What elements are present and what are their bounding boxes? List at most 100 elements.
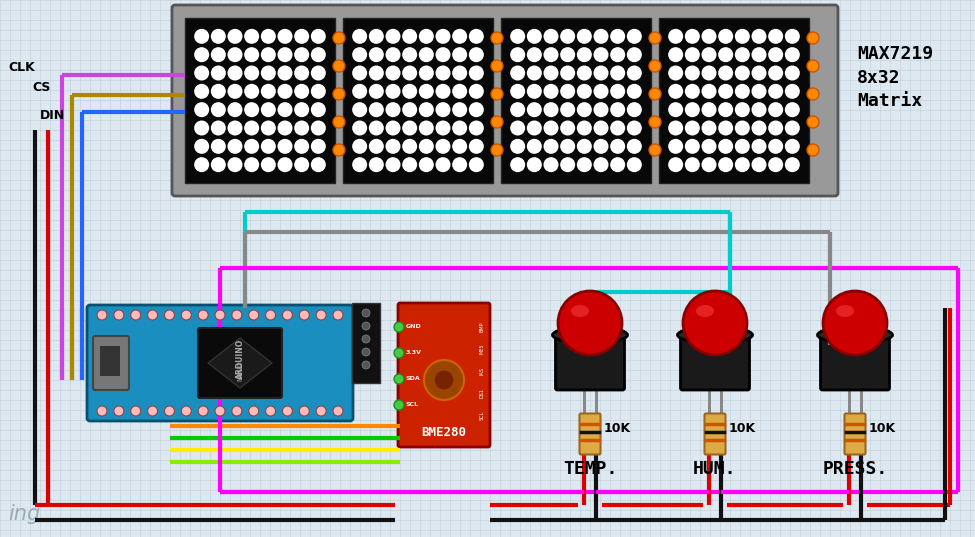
Circle shape: [510, 29, 526, 44]
Text: TEMP.: TEMP.: [563, 460, 617, 478]
Circle shape: [649, 116, 661, 128]
Circle shape: [211, 102, 226, 117]
Circle shape: [594, 47, 608, 62]
Circle shape: [577, 157, 592, 172]
FancyBboxPatch shape: [821, 331, 889, 390]
Circle shape: [311, 29, 326, 44]
Circle shape: [385, 102, 401, 117]
Circle shape: [244, 84, 259, 99]
Circle shape: [294, 47, 309, 62]
Circle shape: [333, 144, 345, 156]
Circle shape: [543, 102, 559, 117]
Circle shape: [452, 120, 467, 135]
Circle shape: [385, 29, 401, 44]
FancyBboxPatch shape: [87, 305, 353, 421]
Circle shape: [283, 406, 292, 416]
Circle shape: [261, 139, 276, 154]
Circle shape: [419, 120, 434, 135]
Circle shape: [577, 102, 592, 117]
Circle shape: [577, 84, 592, 99]
Circle shape: [294, 66, 309, 81]
Circle shape: [333, 88, 345, 100]
Circle shape: [294, 84, 309, 99]
Circle shape: [701, 66, 717, 81]
Circle shape: [278, 47, 292, 62]
Circle shape: [594, 102, 608, 117]
Circle shape: [701, 47, 717, 62]
Text: 10K: 10K: [869, 423, 896, 436]
Circle shape: [543, 120, 559, 135]
Circle shape: [244, 120, 259, 135]
Circle shape: [316, 406, 327, 416]
Circle shape: [510, 84, 526, 99]
Circle shape: [526, 66, 542, 81]
Circle shape: [526, 157, 542, 172]
Circle shape: [261, 29, 276, 44]
Circle shape: [394, 348, 404, 358]
Circle shape: [227, 102, 243, 117]
Circle shape: [823, 291, 887, 355]
Circle shape: [362, 309, 370, 317]
Circle shape: [436, 139, 450, 154]
Circle shape: [352, 139, 368, 154]
Circle shape: [701, 120, 717, 135]
Circle shape: [352, 120, 368, 135]
Circle shape: [402, 66, 417, 81]
Circle shape: [402, 84, 417, 99]
Circle shape: [362, 322, 370, 330]
Circle shape: [215, 310, 225, 320]
Circle shape: [627, 139, 642, 154]
Circle shape: [558, 291, 622, 355]
Text: SCL: SCL: [480, 410, 485, 419]
Circle shape: [577, 29, 592, 44]
Circle shape: [352, 102, 368, 117]
Circle shape: [227, 157, 243, 172]
Bar: [659, 18, 809, 183]
Circle shape: [244, 29, 259, 44]
Circle shape: [469, 47, 484, 62]
Circle shape: [627, 84, 642, 99]
FancyBboxPatch shape: [579, 413, 601, 454]
Circle shape: [419, 102, 434, 117]
Circle shape: [610, 102, 625, 117]
Circle shape: [394, 322, 404, 332]
Circle shape: [510, 47, 526, 62]
Circle shape: [227, 139, 243, 154]
Circle shape: [311, 66, 326, 81]
Circle shape: [543, 29, 559, 44]
Circle shape: [785, 84, 799, 99]
Circle shape: [469, 66, 484, 81]
Circle shape: [735, 84, 750, 99]
Circle shape: [610, 139, 625, 154]
Circle shape: [232, 310, 242, 320]
Circle shape: [402, 120, 417, 135]
Circle shape: [402, 29, 417, 44]
Circle shape: [491, 144, 503, 156]
Ellipse shape: [553, 327, 628, 343]
Circle shape: [752, 66, 766, 81]
Circle shape: [735, 120, 750, 135]
Circle shape: [684, 29, 700, 44]
FancyBboxPatch shape: [705, 413, 725, 454]
Circle shape: [194, 102, 210, 117]
Circle shape: [594, 84, 608, 99]
Circle shape: [294, 139, 309, 154]
Circle shape: [452, 84, 467, 99]
Circle shape: [294, 120, 309, 135]
Text: DIN: DIN: [40, 109, 65, 122]
Circle shape: [352, 66, 368, 81]
Circle shape: [610, 66, 625, 81]
Circle shape: [526, 139, 542, 154]
Circle shape: [561, 102, 575, 117]
Ellipse shape: [678, 327, 753, 343]
Circle shape: [543, 157, 559, 172]
Circle shape: [768, 139, 783, 154]
Circle shape: [227, 66, 243, 81]
Circle shape: [278, 29, 292, 44]
Text: CLK: CLK: [8, 61, 35, 74]
Circle shape: [807, 88, 819, 100]
Circle shape: [385, 84, 401, 99]
Circle shape: [311, 157, 326, 172]
Circle shape: [510, 102, 526, 117]
Circle shape: [131, 406, 140, 416]
